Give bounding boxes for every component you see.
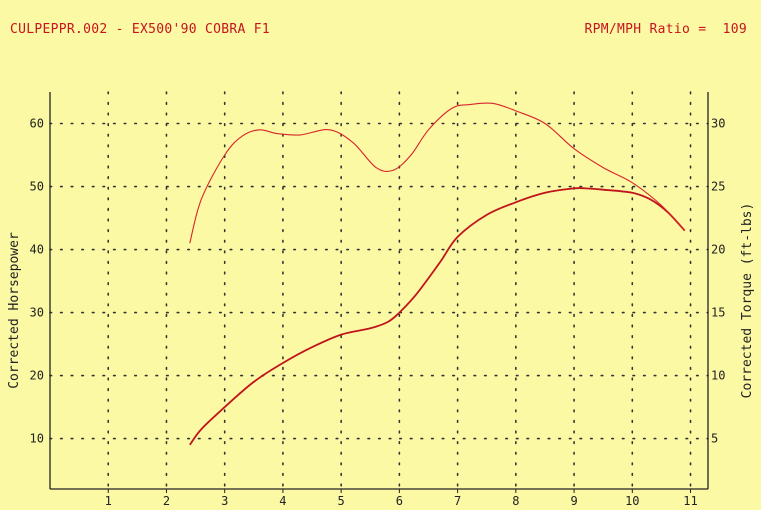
y-left-tick-label: 10 [30, 432, 44, 446]
x-tick-label: 10 [625, 494, 639, 508]
x-tick-label: 4 [279, 494, 286, 508]
x-tick-label: 1 [105, 494, 112, 508]
horsepower-curve [189, 187, 686, 446]
y-left-tick-label: 30 [30, 306, 44, 320]
x-tick-label: 5 [338, 494, 345, 508]
y-left-tick-label: 20 [30, 369, 44, 383]
y-right-tick-label: 25 [711, 180, 725, 194]
x-tick-label: 3 [221, 494, 228, 508]
y-left-tick-label: 40 [30, 243, 44, 257]
y-right-tick-label: 20 [711, 243, 725, 257]
x-tick-label: 11 [683, 494, 697, 508]
chart-title: CULPEPPR.002 - EX500'90 COBRA F1 [10, 22, 271, 37]
y-left-tick-label: 50 [30, 180, 44, 194]
x-tick-label: 7 [454, 494, 461, 508]
y-right-tick-label: 10 [711, 369, 725, 383]
y-right-tick-label: 15 [711, 306, 725, 320]
y-left-tick-label: 60 [30, 117, 44, 131]
torque-curve [189, 102, 686, 244]
y-left-axis-title: Corrected Horsepower [7, 232, 22, 389]
y-right-axis-title: Corrected Torque (ft-lbs) [740, 203, 755, 399]
y-right-tick-label: 30 [711, 117, 725, 131]
x-tick-label: 9 [570, 494, 577, 508]
rpm-mph-ratio: RPM/MPH Ratio = 109 [584, 22, 747, 37]
ratio-label: RPM/MPH Ratio = [584, 22, 707, 37]
x-tick-label: 2 [163, 494, 170, 508]
x-tick-label: 6 [396, 494, 403, 508]
x-tick-label: 8 [512, 494, 519, 508]
ratio-value: 109 [722, 22, 747, 37]
y-right-tick-label: 5 [711, 432, 718, 446]
